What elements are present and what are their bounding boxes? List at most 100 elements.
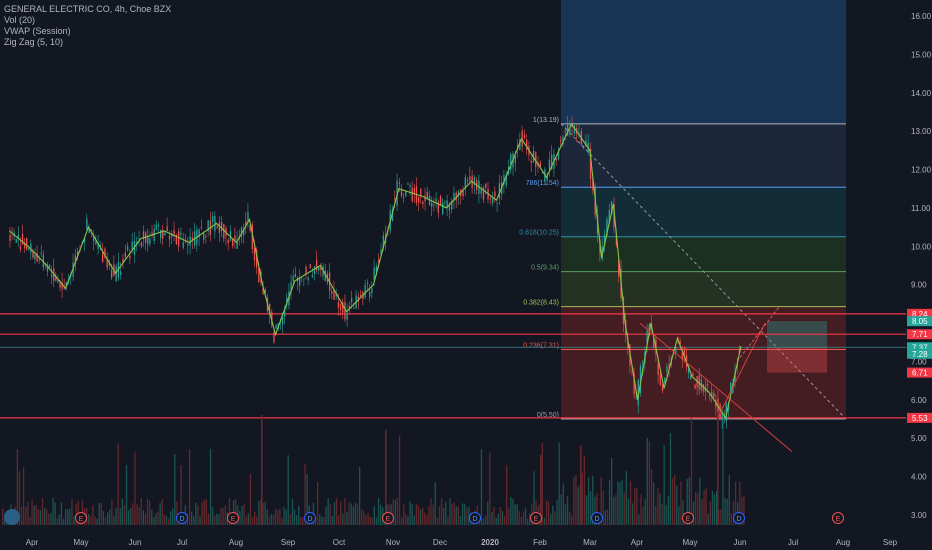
volume-bar bbox=[201, 502, 203, 525]
volume-bar bbox=[329, 504, 331, 525]
candle-body bbox=[382, 235, 384, 249]
volume-bar bbox=[251, 517, 254, 525]
volume-bar bbox=[699, 477, 701, 525]
candle-body bbox=[464, 177, 466, 189]
candle-body bbox=[398, 182, 401, 184]
volume-bar bbox=[90, 515, 92, 525]
dividend-marker: D bbox=[591, 512, 603, 524]
legend-indicator-volume[interactable]: Vol (20) bbox=[4, 15, 36, 25]
volume-bar bbox=[163, 514, 165, 525]
volume-bar bbox=[161, 499, 163, 525]
candle-body bbox=[21, 233, 24, 245]
candle-body bbox=[251, 224, 253, 250]
projection-arrow bbox=[739, 305, 781, 358]
volume-bar bbox=[440, 498, 443, 525]
earnings-marker: E bbox=[682, 512, 694, 524]
volume-bar bbox=[367, 512, 369, 525]
volume-bar bbox=[722, 414, 724, 525]
candle-body bbox=[42, 254, 45, 268]
volume-bar bbox=[606, 509, 609, 525]
candle-body bbox=[371, 288, 373, 294]
candle-body bbox=[666, 366, 668, 372]
volume-bar bbox=[128, 510, 130, 525]
price-axis-tick: 12.00 bbox=[911, 166, 932, 175]
volume-bar bbox=[50, 513, 52, 525]
candle-body bbox=[564, 131, 566, 133]
volume-bar bbox=[363, 511, 365, 525]
candle-body bbox=[400, 189, 403, 196]
candle-body bbox=[164, 232, 166, 236]
volume-bar bbox=[587, 477, 590, 525]
candle-body bbox=[344, 301, 346, 320]
fib-zone-0.382 bbox=[561, 271, 846, 307]
candle-body bbox=[409, 185, 411, 187]
candle-body bbox=[162, 229, 164, 239]
volume-bar bbox=[686, 478, 688, 525]
candle-body bbox=[292, 276, 294, 282]
candle-body bbox=[97, 242, 99, 249]
candle-body bbox=[403, 197, 405, 199]
candle-body bbox=[473, 177, 476, 185]
price-label: 7.37 bbox=[912, 343, 928, 352]
candle-body bbox=[205, 236, 207, 238]
candle-body bbox=[256, 249, 258, 268]
volume-bar bbox=[407, 516, 409, 525]
candle-body bbox=[281, 317, 284, 325]
volume-bar bbox=[157, 511, 159, 525]
volume-bar bbox=[172, 508, 174, 525]
volume-bar bbox=[346, 512, 348, 525]
candle-body bbox=[373, 267, 375, 280]
volume-bar bbox=[262, 502, 264, 525]
candle-body bbox=[551, 154, 553, 170]
volume-bar bbox=[342, 513, 344, 525]
candle-body bbox=[469, 176, 471, 181]
volume-bar bbox=[359, 467, 361, 525]
volume-bar bbox=[590, 491, 592, 525]
volume-bar bbox=[659, 493, 661, 525]
candle-body bbox=[560, 140, 562, 142]
volume-bar bbox=[617, 481, 619, 525]
volume-bar bbox=[548, 501, 550, 525]
position-loss-zone bbox=[767, 347, 827, 373]
candle-body bbox=[394, 198, 396, 200]
volume-bar bbox=[623, 492, 625, 525]
volume-bar bbox=[482, 518, 485, 525]
time-axis-tick: May bbox=[682, 538, 697, 547]
volume-bar bbox=[676, 485, 678, 525]
candle-body bbox=[698, 374, 700, 390]
candle-body bbox=[184, 241, 187, 243]
candle-body bbox=[444, 202, 446, 204]
candle-body bbox=[342, 302, 344, 313]
volume-bar bbox=[88, 513, 90, 525]
legend-indicator-vwap[interactable]: VWAP (Session) bbox=[4, 26, 71, 36]
volume-bar bbox=[436, 517, 438, 525]
candle-body bbox=[453, 193, 455, 201]
candle-body bbox=[353, 308, 355, 310]
candle-body bbox=[313, 266, 316, 275]
candle-body bbox=[573, 125, 576, 134]
volume-bar bbox=[138, 507, 140, 525]
candle-body bbox=[159, 229, 162, 239]
legend-indicator-zigzag[interactable]: Zig Zag (5, 10) bbox=[4, 37, 64, 47]
volume-bar bbox=[613, 496, 615, 525]
volume-bar bbox=[300, 516, 302, 525]
candle-body bbox=[243, 228, 245, 236]
volume-bar bbox=[554, 511, 556, 525]
volume-bar bbox=[394, 499, 396, 525]
candle-body bbox=[375, 266, 378, 272]
candle-body bbox=[236, 239, 238, 249]
candle-body bbox=[59, 282, 61, 288]
volume-bar bbox=[314, 518, 317, 525]
candle-body bbox=[337, 301, 340, 309]
candle-body bbox=[364, 284, 366, 298]
candle-body bbox=[690, 375, 692, 379]
volume-bar bbox=[361, 509, 363, 525]
volume-bar bbox=[195, 502, 197, 525]
volume-bar bbox=[405, 514, 407, 525]
time-axis-tick: Jul bbox=[177, 538, 187, 547]
fib-label-0.382: 0.382(8.43) bbox=[523, 300, 559, 307]
volume-bar bbox=[375, 517, 378, 525]
volume-bar bbox=[663, 444, 665, 525]
candle-body bbox=[284, 308, 286, 317]
